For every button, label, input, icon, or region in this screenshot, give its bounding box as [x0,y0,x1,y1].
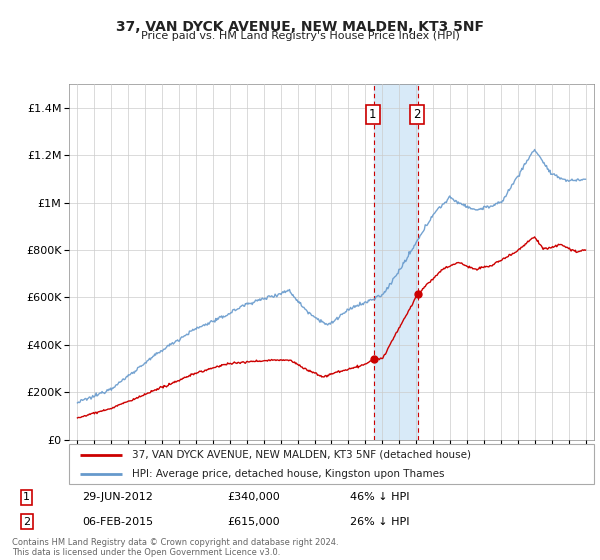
Text: HPI: Average price, detached house, Kingston upon Thames: HPI: Average price, detached house, King… [132,469,445,478]
Text: £340,000: £340,000 [227,492,280,502]
Text: Price paid vs. HM Land Registry's House Price Index (HPI): Price paid vs. HM Land Registry's House … [140,31,460,41]
Text: 26% ↓ HPI: 26% ↓ HPI [350,517,409,526]
Text: 37, VAN DYCK AVENUE, NEW MALDEN, KT3 5NF (detached house): 37, VAN DYCK AVENUE, NEW MALDEN, KT3 5NF… [132,450,471,460]
Text: 46% ↓ HPI: 46% ↓ HPI [350,492,409,502]
Text: Contains HM Land Registry data © Crown copyright and database right 2024.
This d: Contains HM Land Registry data © Crown c… [12,538,338,557]
Text: 1: 1 [23,492,30,502]
Text: 2: 2 [413,108,421,122]
FancyBboxPatch shape [69,444,594,484]
Text: 37, VAN DYCK AVENUE, NEW MALDEN, KT3 5NF: 37, VAN DYCK AVENUE, NEW MALDEN, KT3 5NF [116,20,484,34]
Bar [374,84,418,440]
Text: 1: 1 [369,108,377,122]
Text: 29-JUN-2012: 29-JUN-2012 [82,492,153,502]
Text: 2: 2 [23,517,30,526]
Text: £615,000: £615,000 [227,517,280,526]
Text: 06-FEB-2015: 06-FEB-2015 [82,517,153,526]
